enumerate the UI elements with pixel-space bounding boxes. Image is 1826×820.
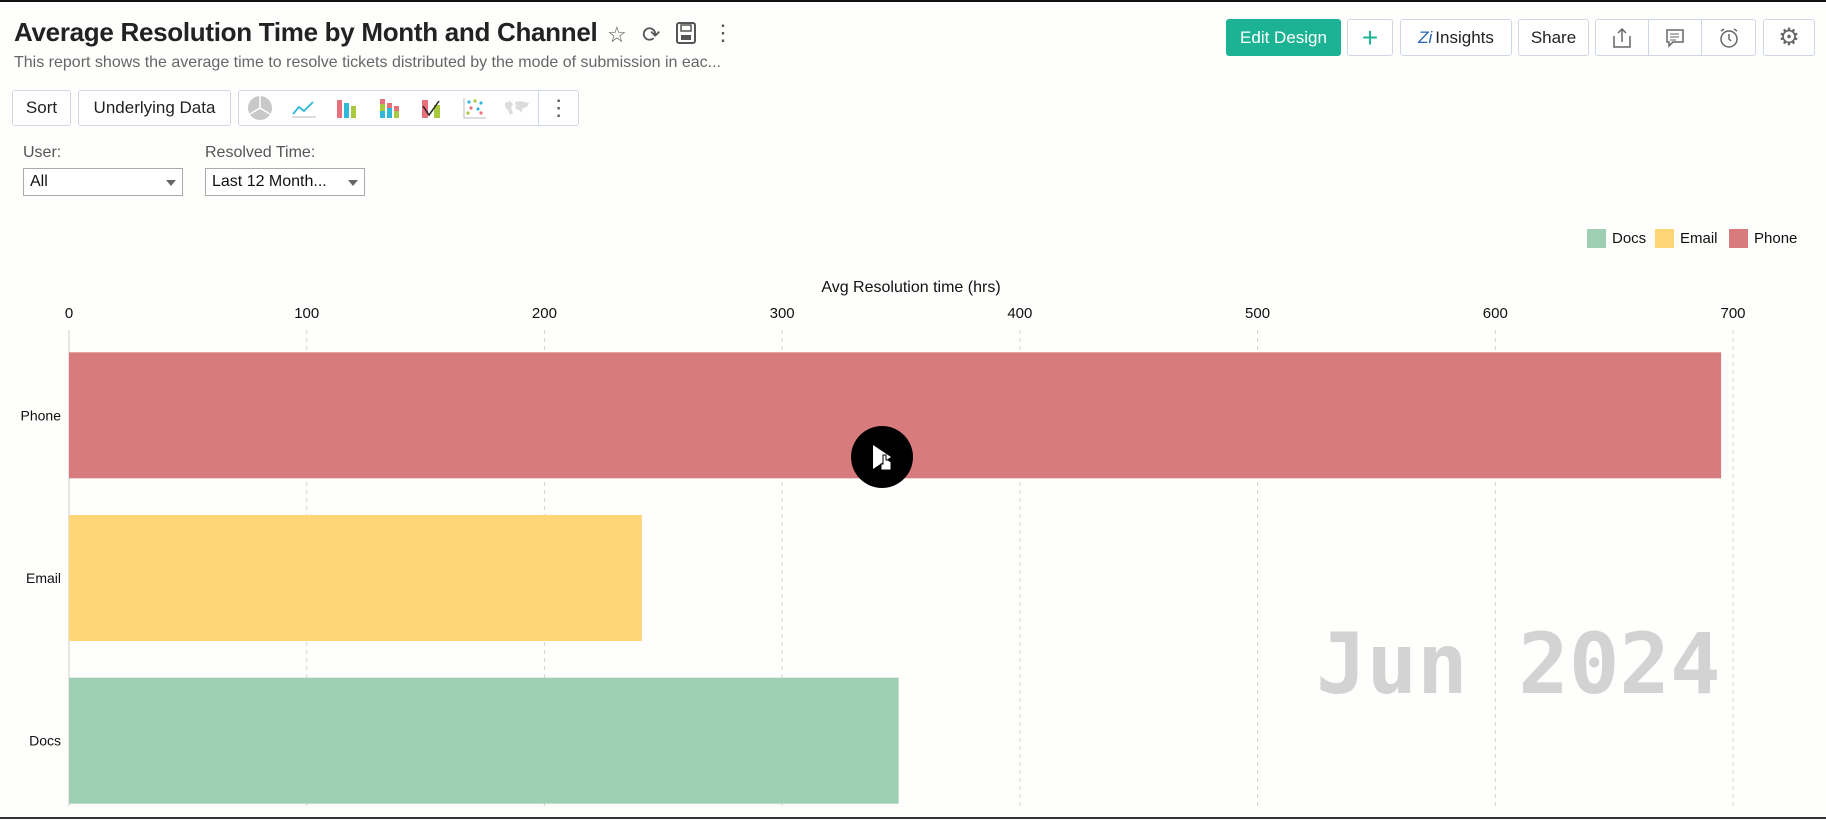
x-tick-label: 300 [770,305,795,322]
legend-item-email[interactable]: Email [1655,229,1718,248]
pie-chart-button[interactable] [239,91,282,125]
x-axis-title: Avg Resolution time (hrs) [821,279,1000,296]
gear-icon: ⚙ [1778,24,1800,51]
resolved-time-filter-label: Resolved Time: [205,144,316,161]
legend-swatch [1655,229,1674,248]
scatter-chart-icon [463,98,487,119]
comment-icon [1666,28,1684,48]
more-vertical-icon[interactable]: ⋮ [712,20,734,45]
map-chart-button[interactable] [496,91,539,125]
legend-label: Phone [1754,230,1798,247]
report-description: This report shows the average time to re… [14,54,721,71]
play-cursor-icon[interactable] [851,426,913,488]
share-button[interactable]: Share [1518,19,1589,56]
combo-chart-icon [422,100,441,118]
user-filter-value: All [30,173,48,190]
dropdown-arrow-icon [166,180,176,186]
bar-chart-icon [336,100,356,118]
y-category-label: Email [26,570,61,586]
bar-chart-button[interactable] [325,91,368,125]
star-icon[interactable]: ☆ [607,22,627,47]
export-icon [1613,27,1631,48]
user-filter-label: User: [23,144,62,161]
settings-button[interactable]: ⚙ [1763,19,1815,56]
legend-swatch [1587,229,1606,248]
y-category-label: Phone [21,407,62,423]
page-title: Average Resolution Time by Month and Cha… [14,17,598,47]
sort-button[interactable]: Sort [12,90,71,126]
export-button[interactable] [1595,19,1649,56]
resolved-time-filter-select[interactable]: Last 12 Month... [205,168,365,196]
line-chart-icon [292,101,317,118]
underlying-data-button[interactable]: Underlying Data [78,90,231,126]
legend-label: Email [1680,230,1718,247]
y-category-label: Docs [29,733,61,749]
legend-label: Docs [1612,230,1647,247]
insights-button[interactable]: Zi Insights [1400,19,1512,56]
line-chart-button[interactable] [282,91,325,125]
dropdown-arrow-icon [348,180,358,186]
insights-label: Insights [1435,27,1494,47]
zia-icon: Zi [1418,27,1433,47]
chart-type-toolbar: ⋮ [238,90,579,126]
x-tick-label: 200 [532,305,557,322]
save-icon[interactable] [676,22,696,50]
combo-chart-button[interactable] [410,91,453,125]
alarm-clock-icon [1719,27,1738,48]
more-chart-types-button[interactable]: ⋮ [538,91,578,125]
play-icon [873,445,892,471]
x-tick-label: 100 [294,305,319,322]
stacked-bar-chart-button[interactable] [367,91,410,125]
bar-email[interactable] [69,515,642,641]
x-tick-label: 500 [1245,305,1270,322]
top-border [0,0,1826,2]
add-button[interactable]: + [1347,19,1393,56]
pie-chart-icon [248,96,273,120]
legend-swatch [1729,229,1748,248]
legend-item-docs[interactable]: Docs [1587,229,1646,248]
x-tick-label: 0 [65,305,73,322]
resolved-time-filter-value: Last 12 Month... [212,173,327,190]
scatter-chart-button[interactable] [453,91,496,125]
schedule-button[interactable] [1701,19,1756,56]
refresh-icon[interactable]: ⟳ [642,22,661,47]
world-map-icon [504,101,529,115]
edit-design-button[interactable]: Edit Design [1226,19,1341,56]
month-watermark: Jun 2024 [1316,615,1721,713]
bottom-border [0,817,1826,819]
stacked-bar-chart-icon [379,99,399,118]
legend-item-phone[interactable]: Phone [1729,229,1797,248]
x-tick-label: 400 [1007,305,1032,322]
x-tick-label: 600 [1483,305,1508,322]
bar-docs[interactable] [69,677,899,804]
user-filter-select[interactable]: All [23,168,183,196]
x-tick-label: 700 [1720,305,1745,322]
